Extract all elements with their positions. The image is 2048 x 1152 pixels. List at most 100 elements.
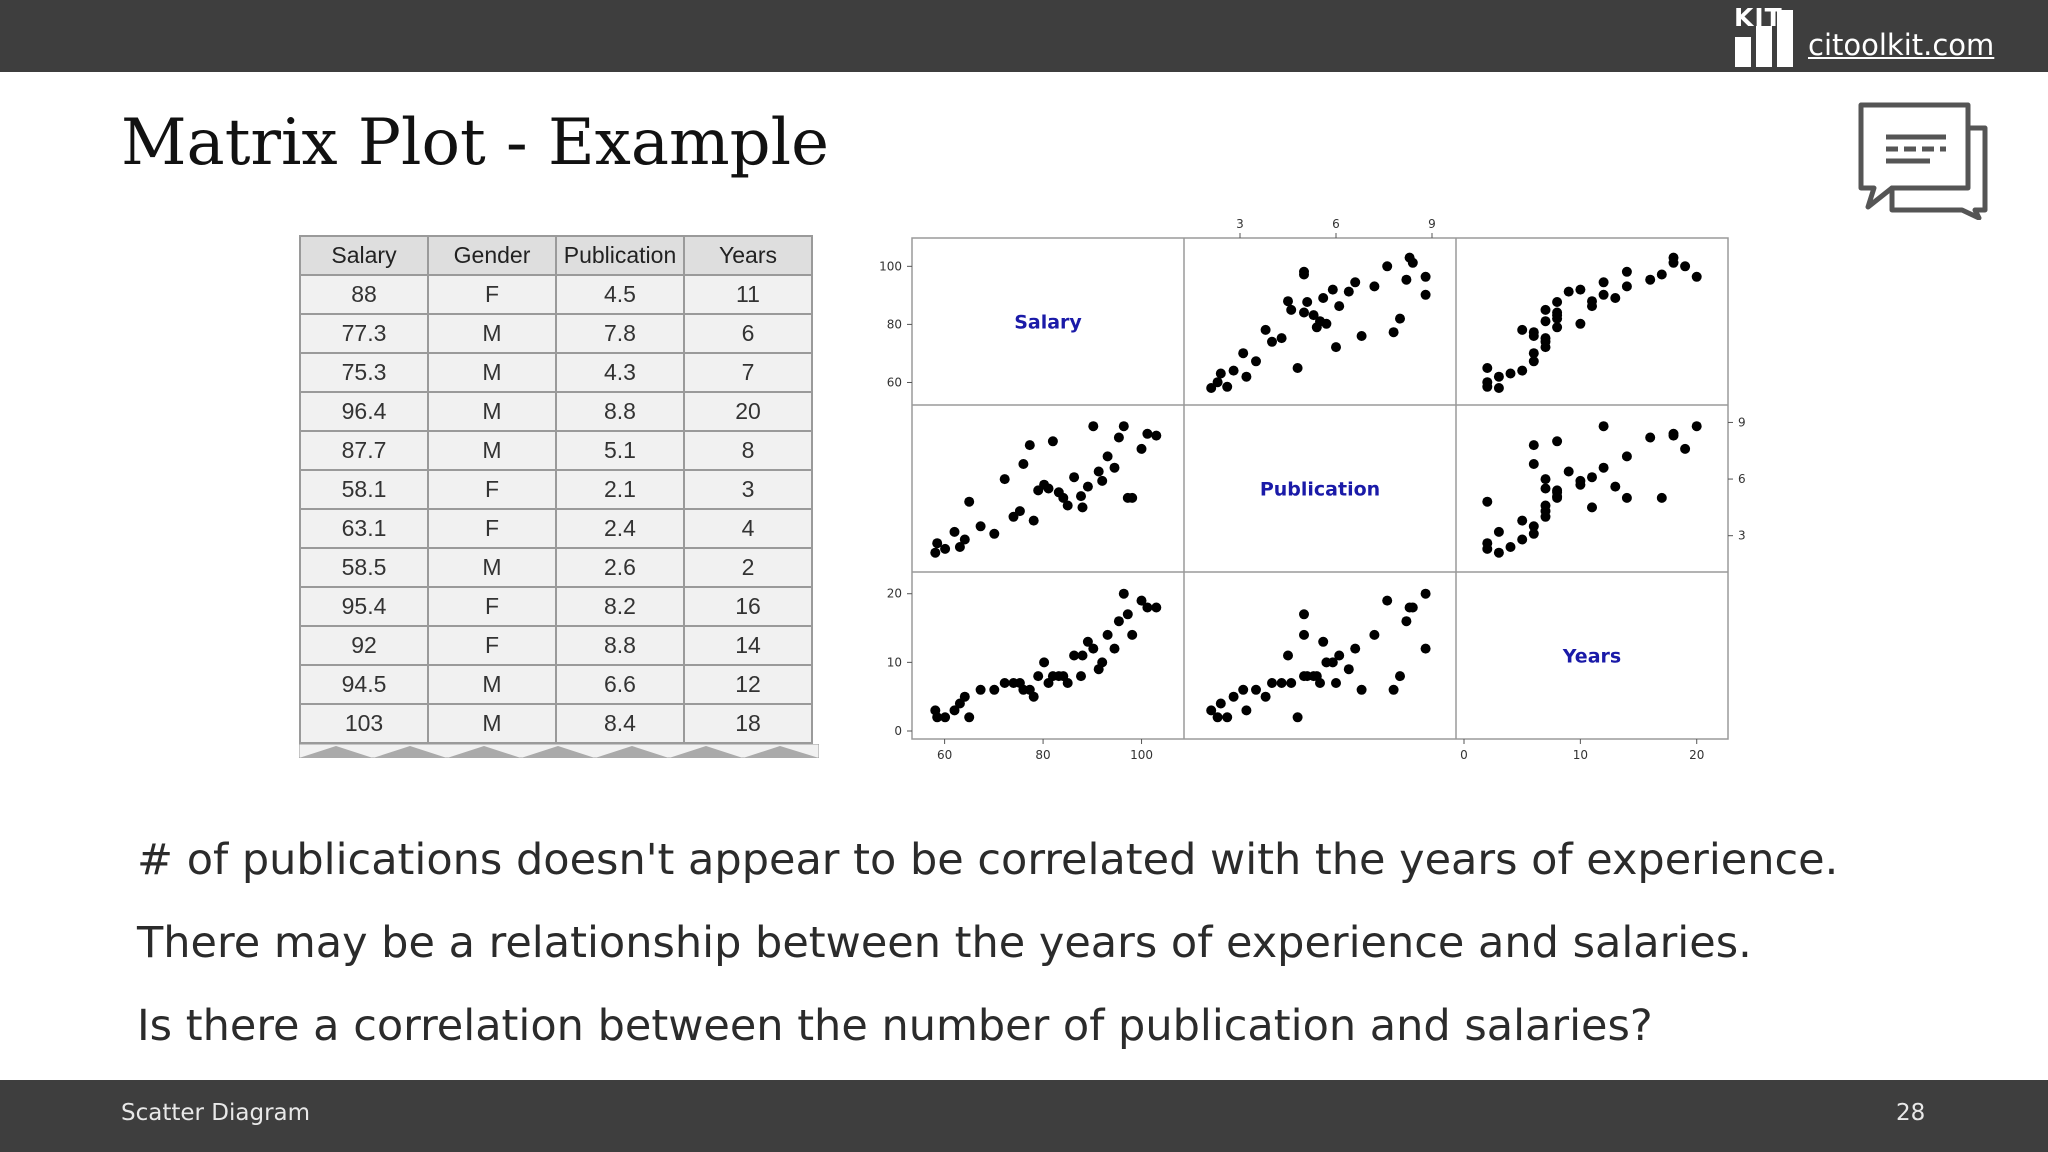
data-point [1517, 324, 1528, 335]
data-point [1014, 506, 1025, 517]
data-point [1109, 643, 1120, 654]
data-point [1420, 271, 1431, 282]
data-point [1267, 336, 1277, 347]
table-cell: 8.4 [555, 703, 685, 744]
data-point [1077, 650, 1088, 661]
table-cell: 2.1 [555, 469, 685, 510]
data-point [1076, 671, 1086, 682]
data-point [1680, 261, 1691, 272]
tick-label: 9 [1428, 217, 1436, 231]
table-cell: M [427, 703, 557, 744]
table-cell: 8.2 [555, 586, 685, 627]
data-point [1528, 528, 1539, 539]
data-point [1334, 301, 1345, 312]
data-point [1587, 472, 1597, 483]
data-point [1302, 297, 1313, 307]
table-cell: F [427, 469, 557, 510]
data-point [1206, 705, 1217, 716]
data-point [1113, 616, 1124, 627]
data-point [1215, 368, 1226, 379]
data-point [1656, 492, 1667, 503]
tick-label: 60 [937, 748, 952, 762]
data-point [1552, 491, 1563, 502]
table-cell: 6 [683, 313, 813, 354]
data-point [1540, 483, 1551, 494]
data-point [1142, 602, 1153, 613]
table-row: 96.4 M 8.8 20 [299, 391, 813, 432]
data-point [1382, 595, 1393, 606]
data-point [1331, 678, 1341, 688]
data-point [1517, 515, 1528, 526]
data-point [1260, 691, 1271, 702]
data-point [1206, 383, 1217, 393]
data-point [1420, 588, 1431, 599]
tick-label: 6 [1332, 217, 1340, 231]
table-cell: 12 [683, 664, 813, 705]
data-point [1505, 542, 1516, 552]
table-row: 58.1 F 2.1 3 [299, 469, 813, 510]
data-point [1645, 274, 1656, 285]
data-point [1058, 492, 1069, 503]
data-point [1552, 436, 1563, 447]
chat-bubbles-icon [1858, 102, 1988, 220]
table-cell: 96.4 [299, 391, 429, 432]
data-point [932, 712, 943, 723]
table-cell: M [427, 391, 557, 432]
tick-label: 80 [887, 317, 902, 331]
data-point [989, 684, 1000, 695]
data-point [959, 534, 970, 545]
data-point [1482, 496, 1493, 507]
finding-item: # of publications doesn't appear to be c… [137, 835, 1839, 885]
data-point [1292, 712, 1303, 723]
data-point [1113, 432, 1124, 443]
table-row: 75.3 M 4.3 7 [299, 352, 813, 393]
data-point [1668, 430, 1679, 441]
data-point [1118, 421, 1129, 432]
data-point [1680, 443, 1691, 454]
data-point [1212, 377, 1223, 388]
tick-label: 9 [1738, 415, 1746, 429]
data-point [1318, 636, 1329, 647]
data-point [1404, 602, 1415, 613]
footer-bar: Scatter Diagram 28 [0, 1080, 2048, 1152]
table-row: 92 F 8.8 14 [299, 625, 813, 666]
data-point [1251, 684, 1261, 695]
table-cell: 2.6 [555, 547, 685, 588]
data-point [1552, 307, 1563, 318]
data-point [1136, 595, 1147, 606]
table-cell: F [427, 274, 557, 315]
data-point [1517, 365, 1528, 376]
data-point [1102, 629, 1113, 640]
data-point [1540, 316, 1551, 327]
column-header: Publication [555, 235, 685, 276]
data-point [1482, 363, 1493, 373]
data-point [1062, 500, 1073, 511]
data-point [1621, 492, 1632, 503]
data-point [1482, 543, 1493, 554]
data-point [940, 712, 951, 723]
data-point [1563, 286, 1574, 297]
logo-bars-icon [1735, 10, 1793, 67]
data-point [1388, 327, 1399, 338]
table-cell: M [427, 664, 557, 705]
data-point [1356, 331, 1367, 341]
data-point [1109, 462, 1120, 473]
table-cell: 88 [299, 274, 429, 315]
data-point [1238, 348, 1249, 359]
data-point [1008, 511, 1019, 522]
data-point [1299, 629, 1309, 640]
data-point [1018, 459, 1029, 469]
data-point [999, 474, 1010, 485]
slide-title: Matrix Plot - Example [121, 106, 829, 180]
table-cell: 6.6 [555, 664, 685, 705]
tick-label: 10 [887, 655, 902, 669]
data-point [1276, 678, 1287, 688]
data-point [1420, 289, 1431, 300]
table-cell: 4.5 [555, 274, 685, 315]
data-point [1118, 588, 1129, 599]
site-link[interactable]: citoolkit.com [1808, 28, 1995, 62]
data-point [1656, 269, 1667, 280]
data-point [1127, 492, 1138, 503]
data-point [1350, 277, 1361, 288]
data-point [1598, 289, 1609, 300]
